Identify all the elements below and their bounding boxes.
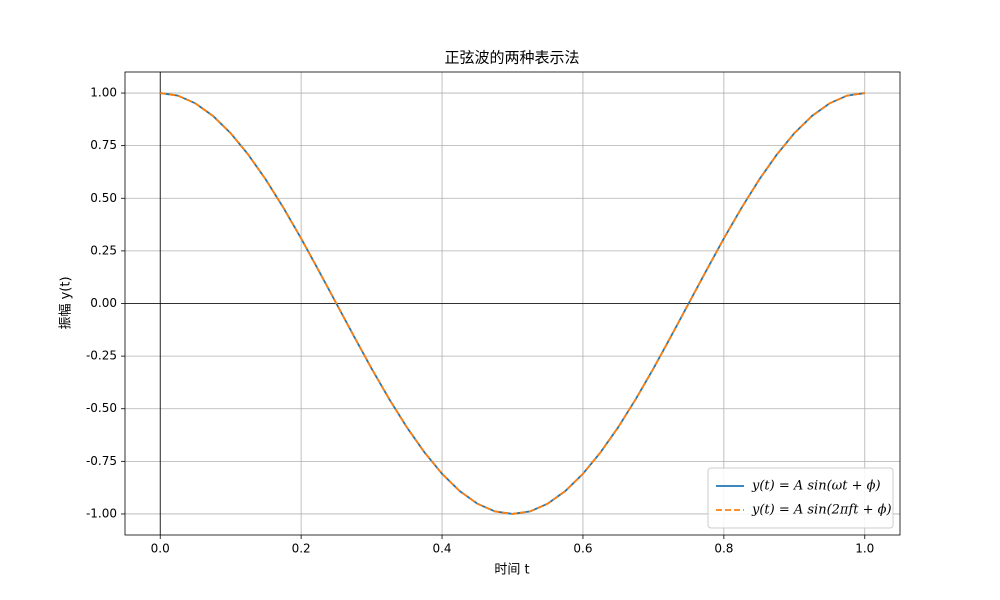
plot-frame: [124, 71, 901, 536]
legend-box: [707, 467, 894, 529]
x-tick-label: 0.2: [292, 542, 311, 556]
x-tick-label: 0.0: [151, 542, 170, 556]
y-tick-label: 0.75: [90, 138, 117, 152]
x-tick-label: 0.6: [573, 542, 592, 556]
y-tick-label: 0.50: [90, 191, 117, 205]
y-tick-label: 0.00: [90, 296, 117, 310]
x-axis-label: 时间 t: [494, 563, 529, 578]
y-tick-label: -0.50: [86, 401, 117, 415]
y-axis-label: 振幅 y(t): [59, 276, 74, 329]
y-tick-label: 1.00: [90, 86, 117, 100]
chart-title: 正弦波的两种表示法: [444, 49, 579, 67]
legend-label: y(t) = A sin(ωt + ϕ): [751, 479, 881, 494]
y-tick-label: -0.75: [86, 454, 117, 468]
x-tick-label: 0.8: [714, 542, 733, 556]
y-tick-label: 0.25: [90, 243, 117, 257]
x-tick-label: 0.4: [432, 542, 451, 556]
legend: y(t) = A sin(ωt + ϕ) y(t) = A sin(2πft + …: [707, 467, 894, 529]
y-tick-label: -0.25: [86, 349, 117, 363]
y-tick-label: -1.00: [86, 506, 117, 520]
legend-label: y(t) = A sin(2πft + ϕ): [751, 503, 892, 518]
line-series: [160, 92, 865, 515]
x-tick-label: 1.0: [855, 542, 874, 556]
